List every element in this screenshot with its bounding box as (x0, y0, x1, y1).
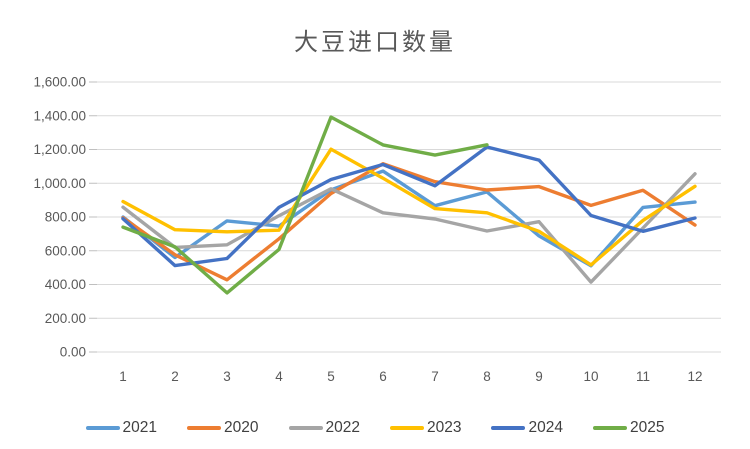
x-axis-tick-label: 1 (119, 369, 127, 384)
y-axis-tick-label: 1,000.00 (33, 176, 86, 191)
series-line-2023 (121, 147, 697, 267)
series-line-2021 (121, 169, 697, 268)
x-axis-tick-label: 9 (535, 369, 543, 384)
legend-item-2024: 2024 (491, 419, 563, 437)
legend-swatch-2025 (592, 426, 627, 430)
y-axis-tick-label: 0.00 (60, 345, 86, 360)
legend-swatch-2020 (187, 426, 222, 430)
legend-label-2022: 2022 (325, 419, 360, 436)
legend-label-2020: 2020 (224, 419, 259, 436)
legend-item-2022: 2022 (288, 419, 360, 437)
legend: 2021 2020 2022 2023 2024 2025 (0, 419, 750, 437)
x-axis-tick-label: 8 (483, 369, 491, 384)
legend-swatch-2022 (288, 426, 323, 430)
y-axis-tick-label: 1,200.00 (33, 142, 86, 157)
legend-label-2023: 2023 (427, 419, 462, 436)
x-axis-tick-label: 3 (223, 369, 231, 384)
x-axis-tick-label: 4 (275, 369, 283, 384)
legend-item-2025: 2025 (592, 419, 665, 437)
legend-swatch-2023 (390, 426, 424, 430)
chart-title: 大豆进口数量 (294, 29, 456, 56)
legend-swatch-2024 (491, 426, 526, 430)
x-axis-tick-label: 5 (327, 369, 335, 384)
series-line-2020 (121, 161, 697, 282)
x-axis-tick-label: 11 (636, 369, 650, 384)
legend-label-2024: 2024 (528, 419, 563, 436)
y-axis-tick-label: 800.00 (45, 210, 86, 225)
legend-item-2020: 2020 (187, 419, 259, 437)
x-axis-tick-label: 10 (583, 369, 598, 384)
y-axis-tick-label: 600.00 (45, 243, 86, 258)
y-axis-tick-label: 400.00 (45, 277, 86, 292)
legend-label-2021: 2021 (122, 419, 158, 436)
legend-swatch-2021 (85, 426, 120, 430)
x-axis-tick-label: 6 (379, 369, 387, 384)
x-axis-tick-label: 7 (431, 369, 439, 384)
legend-item-2023: 2023 (390, 419, 461, 437)
y-axis-tick-label: 200.00 (45, 311, 86, 326)
series-line-2024 (121, 145, 697, 268)
x-axis-tick-label: 2 (171, 369, 179, 384)
legend-label-2025: 2025 (629, 419, 665, 436)
series-line-2025 (121, 115, 489, 295)
series-line-2022 (121, 172, 697, 284)
y-axis-tick-label: 1,400.00 (33, 108, 86, 123)
y-axis-tick-label: 1,600.00 (33, 75, 86, 90)
legend-item-2021: 2021 (85, 419, 158, 437)
x-axis-tick-label: 12 (687, 369, 702, 384)
